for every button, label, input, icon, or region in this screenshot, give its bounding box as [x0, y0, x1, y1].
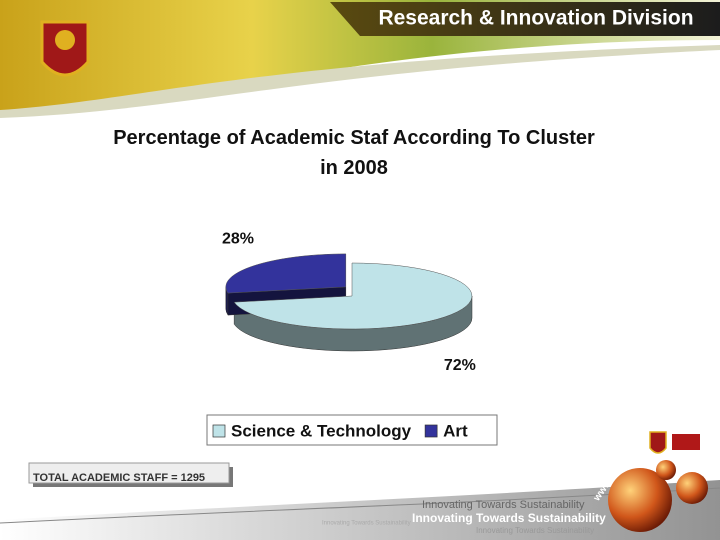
footer-tagline: Innovating Towards Sustainability	[322, 521, 411, 527]
legend	[206, 414, 498, 446]
footer-tagline: Innovating Towards Sustainability	[476, 526, 594, 535]
header-title-band	[330, 2, 720, 36]
usm-logo	[649, 431, 700, 454]
globe	[608, 468, 672, 532]
crest	[40, 20, 90, 77]
footer-swoosh	[0, 480, 720, 540]
legend-swatch	[212, 424, 226, 438]
globe	[676, 472, 708, 504]
pie: 72% 28%	[222, 230, 476, 374]
globe	[656, 460, 676, 480]
note: TOTAL ACADEMIC STAFF = 1295	[33, 472, 205, 484]
data-label: 72%	[444, 357, 476, 374]
legend-swatch	[424, 424, 438, 438]
legend-label: Science & Technology	[231, 421, 412, 440]
footer-tagline: Innovating Towards Sustainability	[422, 499, 585, 511]
slice	[233, 262, 473, 330]
legend-label: Art	[443, 421, 468, 440]
header-swoosh	[0, 45, 720, 118]
chart-title: Percentage of Academic Staf According To…	[113, 127, 595, 179]
footer-tagline: Innovating Towards Sustainability	[412, 511, 606, 525]
data-label: 28%	[222, 230, 254, 247]
note-box	[28, 462, 230, 484]
header-title: Research & Innovation Division	[378, 7, 693, 30]
legend-items: Science & Technology Art	[212, 421, 468, 440]
slice	[225, 253, 347, 294]
